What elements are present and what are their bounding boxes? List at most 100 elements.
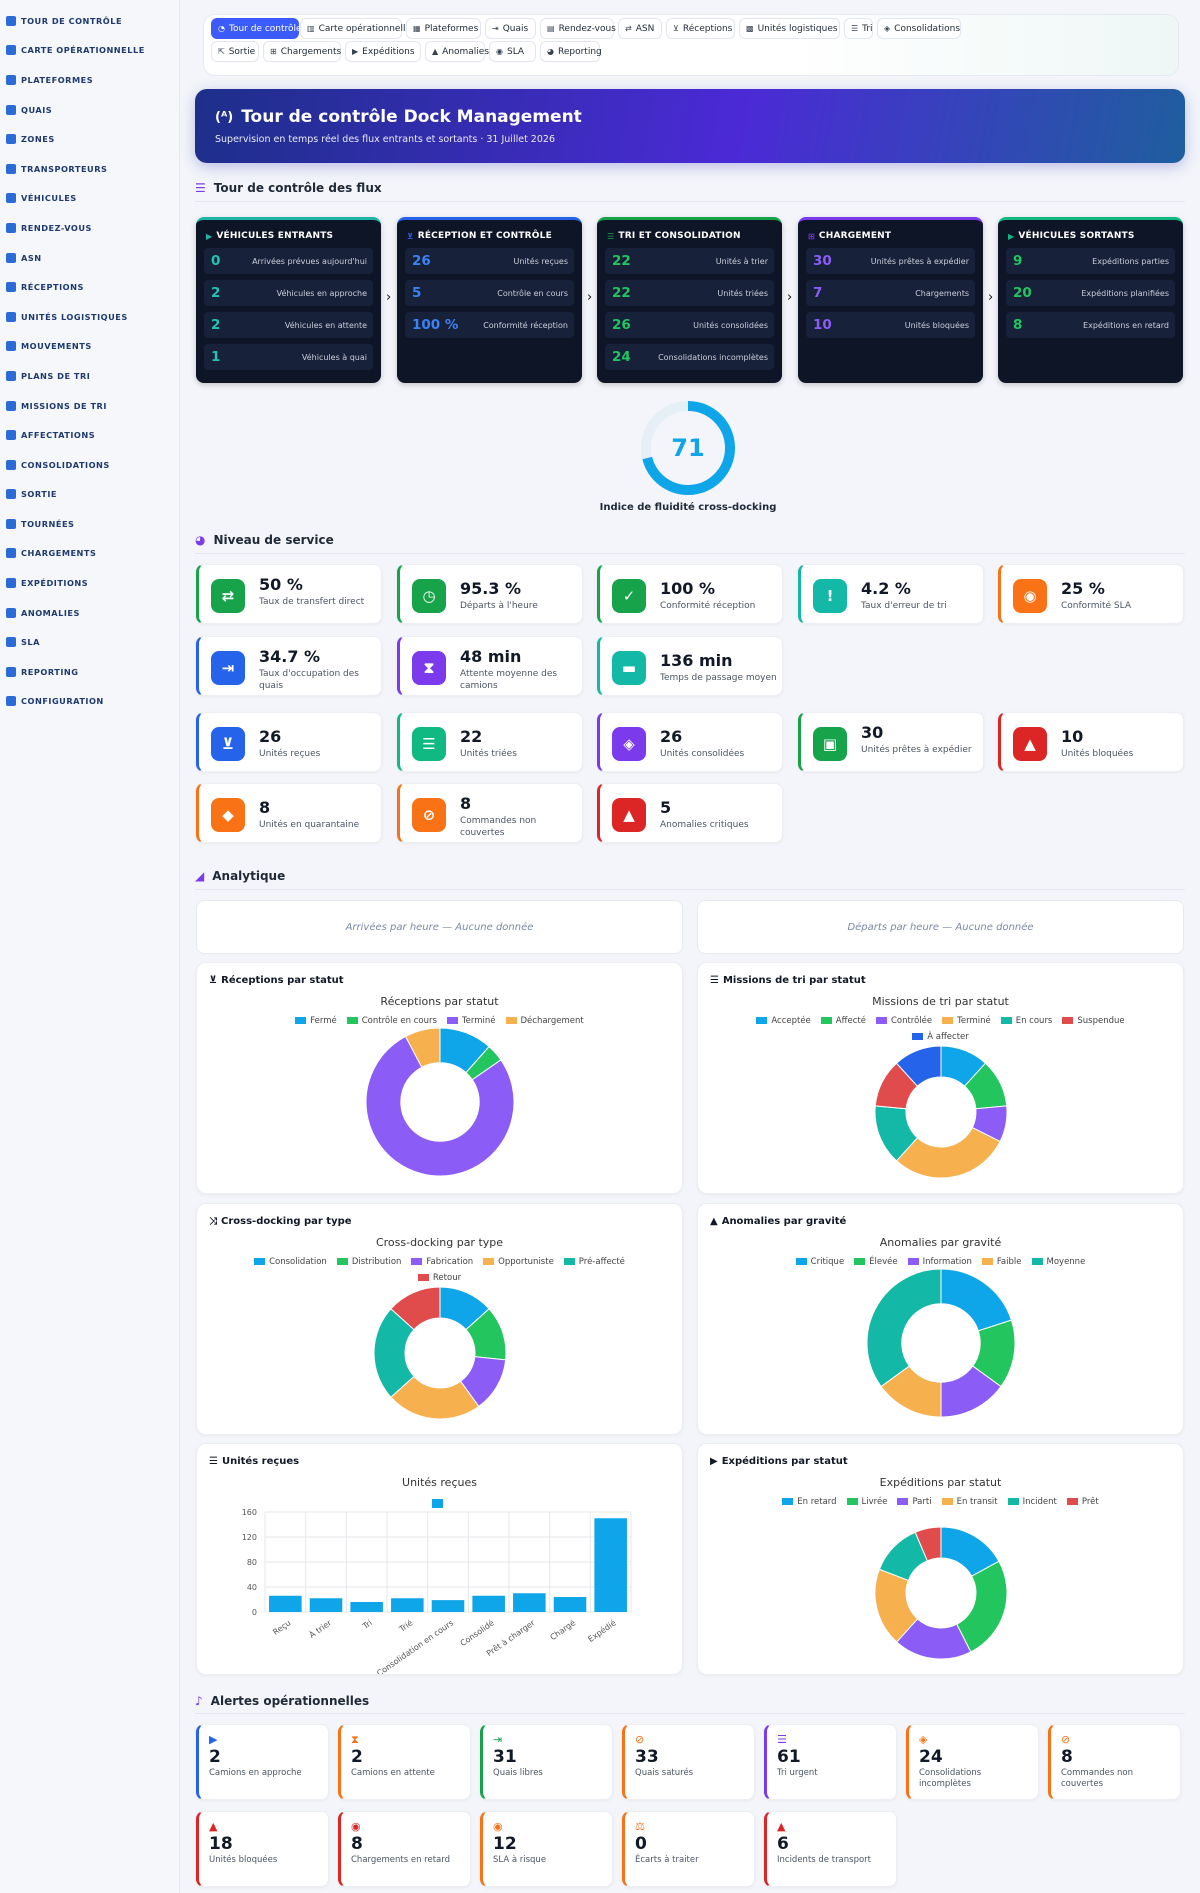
- flow-row-label: Véhicules en attente: [284, 321, 367, 330]
- sidebar-item-1[interactable]: CARTE OPÉRATIONNELLE: [0, 36, 179, 66]
- kpi-card: ▬ 136 min Temps de passage moyen: [597, 636, 783, 696]
- sidebar-item-23[interactable]: CONFIGURATION: [0, 687, 179, 717]
- tab-bar: ◔ Tour de contrôle ▥ Carte opérationnelle ▦ P…: [203, 14, 1179, 76]
- sidebar-item-14[interactable]: AFFECTATIONS: [0, 420, 179, 450]
- legend-swatch: [1066, 1497, 1078, 1505]
- sidebar-item-9[interactable]: RÉCEPTIONS: [0, 272, 179, 302]
- legend-item: En transit: [941, 1494, 998, 1510]
- alerts-section-title: ♪ Alertes opérationnelles: [195, 1694, 369, 1708]
- sidebar-item-label: SORTIE: [21, 489, 58, 500]
- panel-title-icon: ▲: [710, 1216, 718, 1227]
- alert-card[interactable]: ⧗ 2 Camions en attente: [338, 1724, 471, 1800]
- alert-label: Tri urgent: [777, 1768, 818, 1778]
- chart-legend: En retard Livrée Parti En transit Incident Pr…: [698, 1494, 1183, 1510]
- tab-12[interactable]: ▶ Expéditions: [345, 41, 421, 62]
- kpi-label: Taux d'occupation des quais: [259, 669, 359, 691]
- alert-card[interactable]: ⚖ 0 Écarts à traiter: [622, 1811, 755, 1887]
- flow-section-title-text: Tour de contrôle des flux: [213, 181, 382, 195]
- sidebar-item-17[interactable]: TOURNÉES: [0, 509, 179, 539]
- legend-swatch: [941, 1497, 953, 1505]
- sidebar-item-18[interactable]: CHARGEMENTS: [0, 539, 179, 569]
- sidebar-item-3[interactable]: QUAIS: [0, 95, 179, 125]
- kpi-value: 25 %: [1061, 579, 1105, 598]
- legend-item: Pré-affecté: [563, 1254, 625, 1270]
- sidebar-item-7[interactable]: RENDEZ-VOUS: [0, 213, 179, 243]
- tab-8[interactable]: ☰ Tri: [844, 18, 873, 39]
- alert-card[interactable]: ▲ 18 Unités bloquées: [196, 1811, 329, 1887]
- kpi-card: ◉ 25 % Conformité SLA: [998, 564, 1184, 624]
- alert-card[interactable]: ⊘ 8 Commandes non couvertes: [1048, 1724, 1181, 1800]
- legend-item: Fermé: [295, 1013, 337, 1029]
- sidebar-item-6[interactable]: VÉHICULES: [0, 184, 179, 214]
- alert-label: Quais saturés: [635, 1768, 694, 1778]
- flow-card-icon: ⊞: [808, 231, 815, 241]
- sidebar-item-13[interactable]: MISSIONS DE TRI: [0, 391, 179, 421]
- legend-swatch: [505, 1016, 517, 1024]
- flow-card-icon: ⊻: [407, 231, 414, 241]
- tab-0[interactable]: ◔ Tour de contrôle: [211, 18, 302, 39]
- alert-card[interactable]: ▲ 6 Incidents de transport: [764, 1811, 897, 1887]
- sidebar-item-15[interactable]: CONSOLIDATIONS: [0, 450, 179, 480]
- tab-4[interactable]: ▤ Rendez-vous: [540, 18, 616, 39]
- sidebar-item-0[interactable]: TOUR DE CONTRÔLE: [0, 6, 179, 36]
- tab-10[interactable]: ⇱ Sortie: [211, 41, 259, 62]
- tab-7[interactable]: ▩ Unités logistiques: [739, 18, 840, 39]
- kpi-card: ◈ 26 Unités consolidées: [597, 712, 783, 772]
- sidebar-item-8[interactable]: ASN: [0, 243, 179, 273]
- tab-14[interactable]: ◉ SLA: [489, 41, 536, 62]
- alert-card[interactable]: ⊘ 33 Quais saturés: [622, 1724, 755, 1800]
- legend-swatch: [1000, 1016, 1012, 1024]
- alert-card[interactable]: ☰ 61 Tri urgent: [764, 1724, 897, 1800]
- tab-13[interactable]: ▲ Anomalies: [425, 41, 489, 62]
- tab-label: Tri: [862, 23, 873, 34]
- alert-card[interactable]: ▶ 2 Camions en approche: [196, 1724, 329, 1800]
- kpi-value: 22: [460, 727, 483, 746]
- flow-row-value: 22: [612, 285, 631, 301]
- kpi-icon: ☰: [412, 727, 446, 761]
- kpi-label: Unités triées: [460, 749, 517, 759]
- legend-swatch: [411, 1257, 423, 1265]
- alert-card[interactable]: ⇥ 31 Quais libres: [480, 1724, 613, 1800]
- tab-3[interactable]: ⇥ Quais: [485, 18, 536, 39]
- sidebar-item-label: ZONES: [21, 134, 55, 145]
- sidebar-item-2[interactable]: PLATEFORMES: [0, 65, 179, 95]
- tab-icon: ▲: [432, 47, 439, 56]
- alert-card[interactable]: ◉ 12 SLA à risque: [480, 1811, 613, 1887]
- flow-row-label: Expéditions planifiées: [1081, 289, 1169, 298]
- kpi-card: ⊻ 26 Unités reçues: [196, 712, 382, 772]
- panel-title: ▶ Expéditions par statut: [710, 1456, 848, 1467]
- tab-2[interactable]: ▦ Plateformes: [406, 18, 481, 39]
- sidebar-item-label: CARTE OPÉRATIONNELLE: [21, 45, 145, 56]
- kpi-value: 5: [660, 798, 672, 817]
- legend-item: Affecté: [820, 1013, 866, 1029]
- sidebar-item-20[interactable]: ANOMALIES: [0, 598, 179, 628]
- alert-label: Unités bloquées: [209, 1855, 278, 1865]
- sidebar-item-5[interactable]: TRANSPORTEURS: [0, 154, 179, 184]
- sidebar-item-4[interactable]: ZONES: [0, 124, 179, 154]
- tab-9[interactable]: ◈ Consolidations: [877, 18, 961, 39]
- sidebar-item-22[interactable]: REPORTING: [0, 657, 179, 687]
- sidebar-item-10[interactable]: UNITÉS LOGISTIQUES: [0, 302, 179, 332]
- sidebar: TOUR DE CONTRÔLE CARTE OPÉRATIONNELLE PLAT…: [0, 0, 180, 1893]
- alert-card[interactable]: ◉ 8 Chargements en retard: [338, 1811, 471, 1887]
- alert-value: 31: [493, 1747, 517, 1767]
- sidebar-item-12[interactable]: PLANS DE TRI: [0, 361, 179, 391]
- sidebar-item-21[interactable]: SLA: [0, 627, 179, 657]
- tab-15[interactable]: ◕ Reporting: [540, 41, 602, 62]
- sidebar-item-16[interactable]: SORTIE: [0, 480, 179, 510]
- x-tick-label: Tri: [360, 1618, 374, 1631]
- bar-chart: 0 40 80 120 160 Reçu À trier Tri TriéConsolidati…: [242, 1508, 632, 1674]
- tab-5[interactable]: ⇄ ASN: [618, 18, 662, 39]
- kpi-label: Anomalies critiques: [660, 820, 749, 830]
- service-section-title: ◕ Niveau de service: [195, 533, 334, 547]
- alert-card[interactable]: ◈ 24 Consolidations incomplètes: [906, 1724, 1039, 1800]
- legend-swatch: [432, 1499, 443, 1508]
- alert-value: 2: [351, 1747, 363, 1767]
- tab-1[interactable]: ▥ Carte opérationnelle: [300, 18, 411, 39]
- sidebar-item-11[interactable]: MOUVEMENTS: [0, 332, 179, 362]
- flow-row: 8 Expéditions en retard: [1006, 312, 1175, 338]
- tab-11[interactable]: ⊞ Chargements: [263, 41, 341, 62]
- tab-6[interactable]: ⊻ Réceptions: [666, 18, 735, 39]
- tab-icon: ⇄: [625, 24, 632, 33]
- sidebar-item-19[interactable]: EXPÉDITIONS: [0, 568, 179, 598]
